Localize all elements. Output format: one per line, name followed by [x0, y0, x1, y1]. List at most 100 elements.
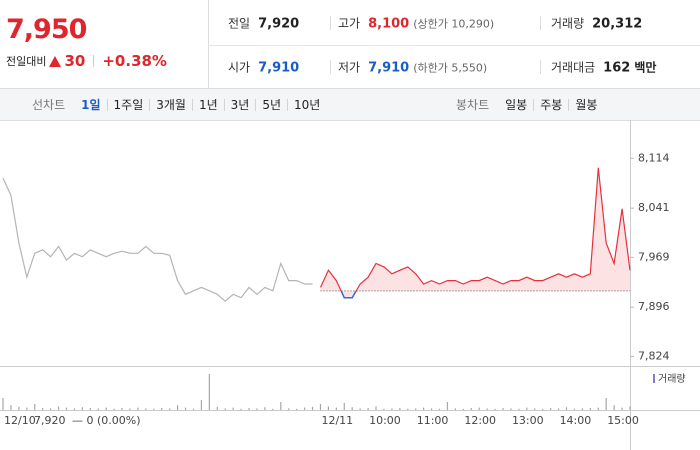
stat-unit: 백만	[634, 60, 657, 75]
volume-bar	[327, 406, 330, 410]
volume-bar	[399, 408, 401, 410]
volume-bar	[296, 408, 298, 410]
volume-bar	[430, 408, 433, 410]
stat-value: 20,312	[592, 16, 643, 32]
x-tick-label: 12/11	[321, 414, 353, 427]
y-tick-label: 7,896	[638, 300, 670, 313]
tab[interactable]: 3개월	[149, 98, 192, 111]
separator	[330, 60, 331, 74]
volume-bar	[50, 408, 52, 410]
volume-bar	[10, 405, 12, 410]
divider	[208, 45, 700, 46]
price-line	[319, 167, 631, 299]
x-tick-label: 14:00	[560, 414, 592, 427]
volume-bar	[272, 408, 274, 410]
volume-bar	[526, 407, 528, 410]
y-tick-label: 7,824	[638, 349, 670, 362]
up-icon	[49, 55, 62, 67]
volume-bar	[542, 408, 544, 410]
volume-bar	[288, 408, 290, 410]
volume-bar	[2, 398, 4, 410]
stat: 저가 7,910 (하한가 5,550)	[338, 59, 487, 76]
chart: 8,114 8,041 7,969 7,896 7,824 12/10 12/11 10:00…	[0, 120, 700, 450]
volume-bar	[129, 408, 131, 410]
stat-label: 저가	[338, 60, 361, 75]
legend-label: 거래량	[658, 373, 686, 385]
volume-bar	[613, 405, 615, 410]
stat-label: 시가	[228, 60, 251, 75]
change-row: 전일대비 30 +0.38%	[6, 52, 167, 70]
price-line	[2, 177, 313, 302]
tab[interactable]: 월봉	[568, 98, 603, 111]
tab[interactable]: 1일	[81, 97, 101, 112]
stat-label: 거래량	[551, 16, 585, 31]
stat-value: 162	[603, 60, 631, 76]
volume-bar	[605, 398, 607, 410]
tab[interactable]: 1년	[191, 98, 224, 111]
volume-bar	[264, 407, 266, 410]
x-tick-label: 12:00	[464, 414, 496, 427]
baseline-change: — 0 (0.00%)	[72, 414, 141, 427]
volume-bar	[359, 408, 361, 410]
separator	[330, 16, 331, 30]
tab[interactable]: 주봉	[533, 98, 568, 111]
volume-bar	[216, 406, 218, 410]
stat-value: 7,920	[258, 16, 300, 32]
divider	[208, 0, 209, 88]
tab[interactable]: 10년	[287, 98, 326, 111]
baseline-label: 7,920	[34, 414, 66, 427]
tab[interactable]: 5년	[255, 98, 287, 111]
volume-bar	[97, 408, 99, 410]
volume-bar	[57, 406, 60, 410]
volume-bar	[343, 402, 345, 410]
volume-bar	[200, 400, 203, 410]
volume-bar	[462, 408, 464, 410]
volume-bar	[629, 406, 631, 410]
x-tick-label: 10:00	[369, 414, 401, 427]
tab[interactable]: 일봉	[505, 97, 528, 112]
y-tick-label: 8,114	[638, 151, 670, 164]
tab[interactable]: 3년	[223, 98, 256, 111]
volume-bar	[375, 406, 377, 410]
volume-bar	[303, 407, 306, 410]
separator	[540, 60, 541, 74]
y-tick-label: 7,969	[638, 250, 670, 263]
volume-bar	[335, 407, 337, 410]
volume-bar	[454, 408, 456, 410]
volume-bar	[311, 406, 314, 410]
volume-bar	[65, 407, 68, 410]
stat-value: 7,910	[258, 60, 300, 76]
tab-group-label: 선차트	[32, 98, 66, 112]
volume-bar	[621, 407, 623, 410]
separator	[540, 16, 541, 30]
volume-bar	[232, 407, 234, 410]
x-tick-label: 13:00	[512, 414, 544, 427]
volume-bar	[557, 408, 560, 410]
volume-bar	[256, 408, 258, 410]
stat-label: 고가	[338, 16, 361, 31]
tab[interactable]: 1주일	[106, 98, 150, 111]
volume-bar	[446, 402, 449, 410]
change: 30	[64, 52, 86, 70]
stat: 거래대금 162 백만	[551, 59, 656, 76]
current-price: 7,950	[6, 14, 87, 45]
volume-bar	[137, 407, 139, 410]
volume-bar	[248, 408, 250, 410]
stat: 거래량 20,312	[551, 15, 642, 32]
volume-bar	[161, 408, 163, 410]
volume-bar	[81, 407, 83, 410]
volume-bar	[391, 408, 393, 410]
volume-bar	[42, 408, 44, 410]
volume-bar	[486, 408, 488, 410]
x-tick-label: 15:00	[607, 414, 639, 427]
volume-bar	[470, 408, 472, 410]
stat-label: 전일	[228, 16, 251, 31]
legend-swatch	[653, 374, 655, 383]
stat-value: 8,100	[368, 16, 410, 32]
volume-bar	[34, 404, 36, 410]
volume-bar	[18, 406, 20, 410]
volume-bar	[177, 405, 179, 410]
volume-bar	[494, 408, 496, 410]
volume-bar	[121, 408, 123, 410]
